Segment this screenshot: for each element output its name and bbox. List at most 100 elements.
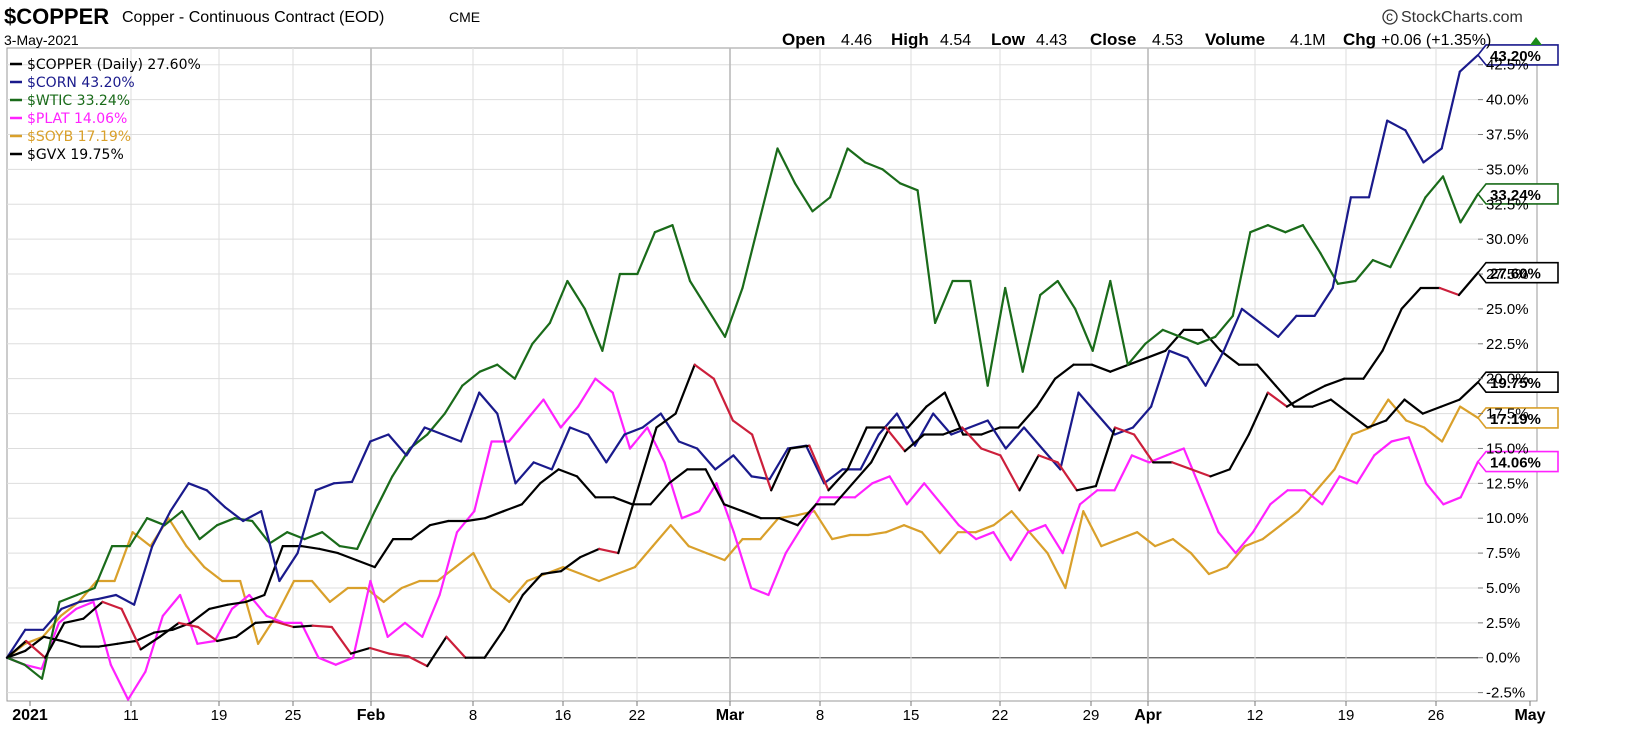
series-segment-copper	[903, 433, 926, 453]
series-segment-plat	[1061, 503, 1082, 555]
legend-label: $GVX 19.75%	[27, 147, 124, 163]
y-tick-label: 25.0%	[1486, 301, 1529, 318]
series-segment-gvx	[465, 517, 487, 523]
end-badge-gvx: 19.75%	[1476, 371, 1559, 393]
series-segment-wtic	[58, 593, 79, 604]
x-axis-ticks: 2021 11 19 25 Feb 8 16 22 Mar 8 15 22 29 Apr 12 19 26 May	[12, 701, 1546, 724]
series-segment-plat	[1130, 454, 1151, 464]
series-segment-soyb	[41, 614, 62, 638]
series-segment-corn	[859, 433, 880, 471]
badge-value: 19.75%	[1490, 375, 1541, 392]
series-segment-wtic	[1109, 279, 1129, 366]
series-segment-wtic	[1091, 279, 1112, 352]
end-value-badges: 17.19% 14.06% 19.75% 33.24% 43.20% 27.60%	[1476, 44, 1559, 473]
series-segment-copper	[770, 447, 792, 492]
series-segment-plat	[1044, 524, 1064, 555]
x-tick-label: 19	[211, 707, 228, 724]
series-segment-soyb	[777, 514, 798, 520]
series-segment-wtic	[426, 412, 446, 436]
series-segment-plat	[1217, 531, 1237, 555]
series-segment-plat	[559, 405, 580, 429]
x-tick-label: 29	[1083, 707, 1100, 724]
series-segment-copper	[999, 454, 1021, 492]
series-segment-plat	[974, 531, 995, 541]
series-segment-wtic	[828, 147, 849, 199]
series-segment-corn	[1059, 391, 1080, 471]
series-segment-wtic	[741, 217, 762, 290]
series-segment-soyb	[1440, 405, 1462, 443]
series-segment-corn	[895, 412, 917, 447]
series-segment-copper	[25, 639, 47, 659]
series-segment-soyb	[1369, 398, 1390, 429]
series-segment-wtic	[601, 272, 622, 352]
series-segment-gvx	[1348, 412, 1369, 429]
series-lines	[5, 53, 1480, 701]
series-segment-gvx	[704, 468, 726, 506]
series-segment-soyb	[382, 586, 403, 604]
x-tick-label: 22	[992, 707, 1009, 724]
legend-item: $GVX 19.75%	[10, 147, 124, 163]
series-segment-wtic	[1214, 314, 1234, 338]
series-segment-wtic	[1021, 293, 1042, 373]
series-segment-soyb	[723, 537, 744, 562]
series-segment-gvx	[1366, 419, 1388, 429]
series-segment-copper	[101, 600, 123, 611]
series-segment-gvx	[1421, 405, 1443, 415]
series-segment-corn	[114, 593, 136, 606]
series-segment-soyb	[1189, 551, 1211, 576]
series-segment-wtic	[198, 524, 219, 541]
series-segment-wtic	[75, 586, 96, 597]
series-segment-wtic	[321, 531, 341, 548]
series-segment-soyb	[1405, 419, 1426, 429]
series-segment-plat	[1442, 496, 1462, 506]
series-segment-corn	[641, 412, 662, 429]
x-tick-label: 25	[285, 707, 302, 724]
badge-box	[1476, 450, 1559, 473]
series-segment-wtic	[1074, 307, 1094, 352]
series-segment-soyb	[992, 510, 1013, 527]
series-segment-wtic	[5, 656, 26, 666]
series-segment-soyb	[1243, 537, 1264, 548]
legend: $COPPER (Daily) 27.60% $CORN 43.20% $WTI…	[10, 57, 201, 163]
series-segment-soyb	[167, 517, 188, 548]
series-segment-soyb	[454, 551, 475, 569]
series-segment-gvx	[1035, 377, 1057, 408]
chart-date: 3-May-2021	[4, 32, 79, 48]
series-segment-corn	[1149, 349, 1171, 408]
copyright-symbol-icon: c	[1386, 8, 1393, 24]
series-segment-wtic	[146, 517, 166, 527]
y-tick-label: 12.5%	[1486, 475, 1529, 492]
series-segment-soyb	[597, 572, 619, 583]
series-segment-gvx	[870, 426, 891, 464]
series-segment-wtic	[933, 279, 954, 324]
series-segment-gvx	[520, 482, 542, 506]
series-segment-corn	[423, 426, 444, 436]
series-segment-plat	[75, 600, 95, 611]
series-segment-wtic	[1301, 224, 1322, 255]
series-segment-plat	[161, 593, 182, 618]
series-segment-gvx	[484, 510, 505, 520]
x-tick-label: 12	[1247, 707, 1264, 724]
series-segment-corn	[387, 433, 408, 457]
series-segment-plat	[767, 551, 787, 597]
series-segment-plat	[127, 670, 147, 701]
series-segment-plat	[1009, 531, 1030, 562]
series-segment-corn	[223, 506, 245, 523]
series-segment-soyb	[633, 544, 654, 569]
series-segment-corn	[1277, 314, 1298, 338]
series-segment-gvx	[1053, 363, 1075, 380]
legend-label: $WTIC 33.24%	[27, 93, 130, 109]
series-segment-corn	[1240, 307, 1262, 324]
x-tick-label: 8	[816, 707, 824, 724]
series-segment-wtic	[303, 531, 324, 541]
series-segment-copper	[1228, 433, 1250, 471]
series-segment-soyb	[579, 572, 601, 583]
series-segment-soyb	[1118, 531, 1139, 541]
series-segment-copper	[540, 570, 563, 576]
series-segment-corn	[732, 454, 753, 478]
series-segment-wtic	[1144, 328, 1164, 345]
series-segment-corn	[260, 510, 281, 583]
copyright-text: StockCharts.com	[1401, 9, 1523, 26]
series-segment-copper	[884, 426, 907, 453]
series-segment-plat	[1165, 447, 1185, 457]
